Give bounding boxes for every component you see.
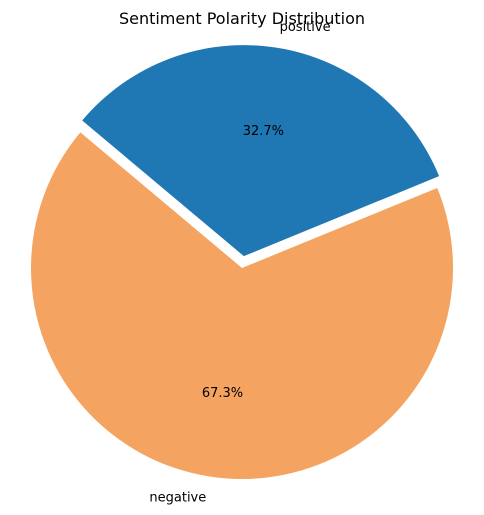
- slice-label-negative: negative: [149, 490, 206, 505]
- pie-slice-positive: [82, 45, 440, 257]
- slice-label-positive: positive: [280, 20, 331, 35]
- pie-labels: positive 32.7% negative 67.3%: [149, 20, 330, 506]
- pct-label-positive: 32.7%: [243, 124, 284, 139]
- chart-title: Sentiment Polarity Distribution: [119, 9, 365, 28]
- pct-label-negative: 67.3%: [202, 386, 243, 401]
- pie-slices: [30, 45, 453, 480]
- pie-slice-negative: [30, 132, 453, 480]
